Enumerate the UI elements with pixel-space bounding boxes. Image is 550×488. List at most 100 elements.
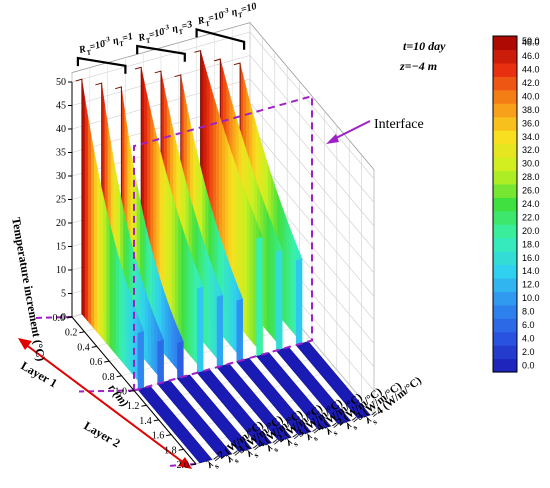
z-axis-title: Temperature increment (°C): [9, 216, 48, 362]
x-tick-label: 1.8: [164, 445, 177, 456]
x-tick-label: 0.6: [90, 357, 103, 368]
ribbon-segment: [151, 308, 155, 372]
colorbar-tick-label: 24.0: [522, 199, 540, 209]
layer-2-bar: [236, 357, 312, 436]
z-tick-label: 45: [56, 101, 66, 112]
colorbar-band: [493, 224, 517, 239]
colorbar-tick-label: 6.0: [522, 320, 535, 330]
layer-arrowhead-end: [178, 457, 192, 469]
colorbar-band: [493, 170, 517, 185]
colorbar-band: [493, 130, 517, 145]
z-tick-label: 20: [56, 218, 66, 229]
ribbon-segment: [112, 235, 117, 356]
ribbon-segment: [134, 306, 138, 381]
colorbar-tick-label: 18.0: [522, 239, 540, 249]
colorbar-tick-label: 48.0: [522, 38, 540, 48]
z-tick-label: 5: [61, 289, 66, 300]
ribbon-segment: [227, 258, 231, 346]
ribbon-segment: [109, 223, 114, 352]
x-tick-label: 1.2: [127, 401, 140, 412]
x-tick-mark: [190, 463, 197, 466]
annotation-depth: z=−4 m: [399, 59, 437, 73]
x-tick-label: 1.4: [139, 416, 152, 427]
ribbon-segment: [170, 311, 175, 367]
colorbar-tick-label: 12.0: [522, 280, 540, 290]
ribbon-segment: [87, 117, 92, 326]
group-label-2: RT=10-3 ηT=3: [136, 17, 195, 47]
x-tick-label: 1.6: [152, 431, 165, 442]
ribbon-segment: [223, 249, 228, 343]
ribbon-segment: [115, 247, 120, 359]
x-tick-mark: [66, 316, 73, 319]
x-tick-mark: [166, 434, 172, 437]
group-label-3: RT=10-3 ηT=10: [195, 0, 259, 30]
ribbon-face: [157, 339, 164, 384]
z-tick-label: 0: [61, 312, 66, 323]
colorbar-band: [493, 264, 517, 279]
colorbar-tick-label: 10.0: [522, 293, 540, 303]
x-tick-mark: [79, 331, 85, 334]
colorbar-tick-label: 40.0: [522, 92, 540, 102]
ribbon-segment: [84, 99, 89, 323]
x-tick-mark: [141, 404, 147, 407]
x-tick-mark: [178, 448, 184, 451]
ribbon-segment: [125, 279, 129, 370]
interface-arrowhead: [326, 134, 339, 144]
layer-arrowhead-start: [18, 338, 32, 350]
layer-2-label: Layer 2: [82, 418, 123, 450]
ribbon-face: [256, 236, 263, 357]
colorbar-tick-label: 8.0: [522, 307, 535, 317]
group-bracket-1: [76, 56, 127, 74]
layer-2-bar: [216, 363, 292, 442]
ribbon-segment: [167, 302, 172, 363]
ribbon-segment: [286, 219, 290, 330]
z-tick-label: 10: [56, 265, 66, 276]
ribbon-segment: [118, 258, 123, 363]
ribbon-segment: [144, 290, 149, 365]
colorbar-tick-label: 4.0: [522, 333, 535, 343]
colorbar-band: [493, 36, 517, 51]
colorbar-band: [493, 251, 517, 266]
colorbar-tick-label: 46.0: [522, 51, 540, 61]
layer-1-label: Layer 1: [19, 358, 60, 390]
colorbar-tick-label: 26.0: [522, 186, 540, 196]
x-tick-label: 2.0: [177, 460, 190, 471]
series-1-ribbon: [75, 78, 213, 464]
layer-2-bar: [156, 380, 233, 458]
colorbar: 0.0 2.0 4.0 6.0 8.0 10.0 12.0 14.0 16.0 18.0 20.0 2…: [492, 35, 540, 373]
x-tick-label: 0.8: [102, 372, 115, 383]
ribbon-segment: [193, 261, 198, 365]
ribbon-segment: [154, 316, 158, 376]
colorbar-tick-label: 2.0: [522, 347, 535, 357]
ribbon-segment: [187, 243, 192, 357]
colorbar-band: [493, 76, 517, 91]
colorbar-band: [493, 143, 517, 158]
z-tick-label: 50: [56, 77, 66, 88]
ribbon-segment: [272, 226, 277, 343]
colorbar-band: [493, 237, 517, 252]
ribbon-segment: [292, 235, 297, 337]
colorbar-tick-label: 22.0: [522, 212, 540, 222]
colorbar-tick-label: 16.0: [522, 253, 540, 263]
ribbon-segment: [97, 168, 101, 337]
ribbon-face: [197, 286, 204, 373]
layer-2-bar: [295, 341, 371, 419]
ribbon-face: [137, 331, 144, 390]
ribbon-segment: [243, 188, 248, 337]
interface-plane: [133, 94, 313, 392]
ribbon-segment: [266, 210, 271, 335]
colorbar-band: [493, 89, 517, 104]
colorbar-band: [493, 277, 517, 292]
colorbar-band: [493, 49, 517, 64]
ribbon-segment: [207, 253, 211, 352]
colorbar-band: [493, 197, 517, 212]
x-tick-mark: [153, 419, 159, 422]
ribbon-segment: [121, 269, 126, 367]
colorbar-frame: [492, 35, 518, 373]
colorbar-band: [493, 304, 517, 319]
ribbon-segment: [289, 227, 293, 333]
x-tick-mark: [104, 360, 110, 363]
ribbon-segment: [230, 266, 234, 350]
ribbon-segment: [253, 213, 257, 348]
